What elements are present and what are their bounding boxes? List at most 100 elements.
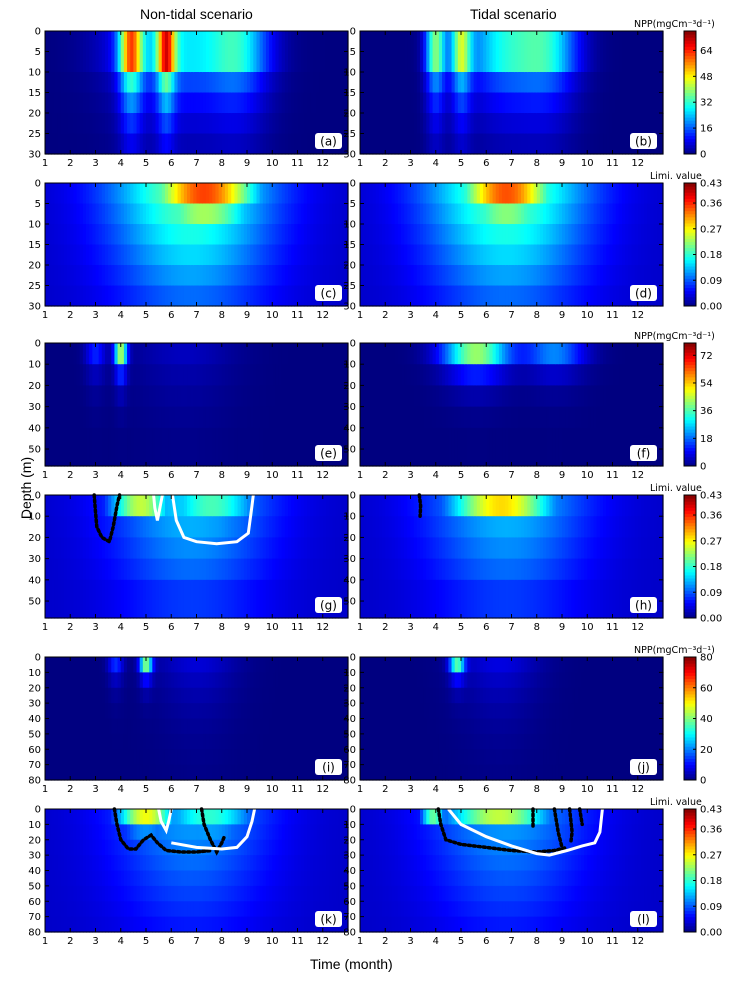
heat-cell <box>366 92 371 114</box>
heat-cell <box>574 92 579 114</box>
heat-cell <box>310 183 314 205</box>
heat-cell <box>82 687 87 704</box>
heat-cell <box>618 133 623 155</box>
colorbar-swatch <box>684 401 696 406</box>
heat-cell <box>319 385 324 408</box>
heat-cell <box>470 385 475 408</box>
heat-cell <box>397 406 402 429</box>
heat-cell <box>79 495 84 517</box>
heat-cell <box>139 558 144 581</box>
heat-cell <box>111 749 116 766</box>
heat-cell <box>319 558 324 581</box>
heat-cell <box>552 579 557 619</box>
y-tick-label: 0 <box>350 491 356 502</box>
heat-cell <box>442 406 446 429</box>
heat-cell <box>473 385 478 408</box>
heat-cell <box>495 133 500 155</box>
heat-cell <box>73 406 78 429</box>
colorbar-swatch <box>684 241 696 246</box>
heat-cell <box>372 31 377 73</box>
heat-cell <box>303 558 308 581</box>
heat-cell <box>457 516 462 539</box>
colorbar-swatch <box>684 213 696 218</box>
heat-cell <box>457 385 462 408</box>
heat-cell <box>98 133 103 155</box>
colorbar-swatch <box>684 95 696 100</box>
heat-cell <box>382 92 386 114</box>
heat-cell <box>196 92 201 114</box>
heat-cell <box>448 579 453 619</box>
heat-cell <box>508 265 513 287</box>
heat-cell <box>187 495 191 517</box>
heat-cell <box>89 224 93 246</box>
heat-cell <box>625 285 629 307</box>
colorbar-swatch <box>684 495 696 499</box>
heat-cell <box>262 579 267 619</box>
heat-cell <box>171 183 176 205</box>
heat-cell <box>92 224 97 246</box>
heat-cell <box>628 406 633 429</box>
heat-cell <box>502 406 506 429</box>
heat-cell <box>161 495 166 517</box>
heat-cell <box>445 537 449 560</box>
heat-cell <box>177 495 182 517</box>
heat-cell <box>653 113 658 135</box>
heat-cell <box>158 183 163 205</box>
heat-cell <box>511 385 516 408</box>
heat-cell <box>70 244 75 266</box>
heat-cell <box>473 364 478 387</box>
heat-cell <box>256 244 261 266</box>
heat-cell <box>256 516 261 539</box>
heat-cell <box>253 183 258 205</box>
heat-cell <box>256 364 261 387</box>
heat-cell <box>653 406 658 429</box>
heat-cell <box>60 687 65 704</box>
heat-cell <box>467 183 472 205</box>
heat-cell <box>190 285 194 307</box>
heat-cell <box>329 406 333 429</box>
heat-cell <box>86 133 90 155</box>
heat-cell <box>366 31 371 73</box>
heat-cell <box>319 31 324 73</box>
heat-cell <box>171 244 176 266</box>
heat-cell <box>98 495 103 517</box>
heat-cell <box>637 495 642 517</box>
heat-cell <box>288 113 292 135</box>
heat-cell <box>483 224 487 246</box>
heat-cell <box>596 224 601 246</box>
heat-cell <box>199 516 204 539</box>
heat-cell <box>593 285 598 307</box>
heat-cell <box>410 385 415 408</box>
heat-cell <box>375 203 380 225</box>
x-tick-label: 12 <box>316 158 329 169</box>
heat-cell <box>278 224 283 246</box>
heat-cell <box>240 558 245 581</box>
heat-cell <box>215 427 220 467</box>
heat-cell <box>89 718 93 735</box>
heat-cell <box>650 244 655 266</box>
heat-cell <box>193 92 198 114</box>
heat-cell <box>394 579 399 619</box>
heat-cell <box>341 427 346 467</box>
heat-cell <box>294 31 299 73</box>
heat-cell <box>448 495 453 517</box>
heat-cell <box>177 579 182 619</box>
heat-cell <box>237 285 242 307</box>
heat-cell <box>262 516 267 539</box>
heat-cell <box>180 537 185 560</box>
heat-cell <box>385 92 390 114</box>
heat-cell <box>650 495 655 517</box>
heat-cell <box>391 516 396 539</box>
heat-cell <box>294 133 299 155</box>
heat-cell <box>228 406 232 429</box>
heat-cell <box>457 92 462 114</box>
x-tick-label: 6 <box>483 310 489 321</box>
colorbar-swatch <box>684 302 696 307</box>
heat-cell <box>108 265 112 287</box>
heat-cell <box>603 244 607 266</box>
heat-cell <box>498 427 503 467</box>
heat-cell <box>250 285 254 307</box>
heat-cell <box>104 406 109 429</box>
heat-cell <box>338 364 343 387</box>
heat-cell <box>508 558 513 581</box>
